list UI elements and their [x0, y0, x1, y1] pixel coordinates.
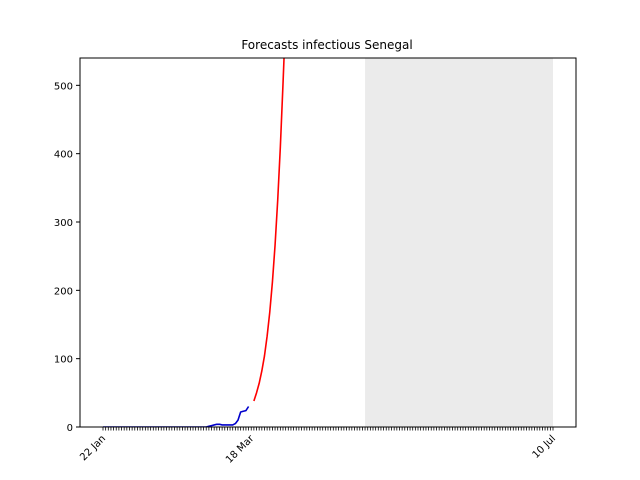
y-axis: 0 100 200 300 400 500 — [54, 81, 80, 434]
series-line-1 — [103, 406, 250, 427]
y-tick-label: 400 — [54, 150, 73, 161]
y-tick-label: 100 — [54, 355, 73, 366]
y-tick-label: 200 — [54, 286, 73, 297]
shaded-region-layer — [365, 58, 553, 427]
y-tick-label: 300 — [54, 218, 73, 229]
series-line-2 — [253, 58, 285, 402]
series-layer — [103, 58, 285, 427]
chart-title: Forecasts infectious Senegal — [241, 38, 412, 52]
forecast-shaded-region — [365, 58, 553, 427]
y-tick-label: 0 — [67, 423, 73, 434]
y-tick-label: 500 — [54, 81, 73, 92]
